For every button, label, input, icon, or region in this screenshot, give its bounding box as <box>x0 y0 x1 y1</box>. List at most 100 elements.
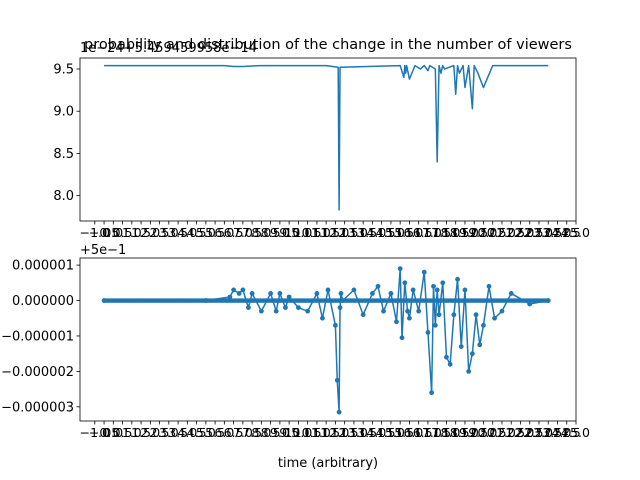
top-x-ticks: −1.0−0.50.00.51.01.52.02.53.03.54.04.55.… <box>80 221 590 240</box>
bottom-data-point <box>101 298 107 303</box>
bottom-x-tick-label: 17.0 <box>414 425 442 440</box>
bottom-x-tick-label: 12.0 <box>321 425 349 440</box>
bottom-x-tick-label: 14.0 <box>358 425 386 440</box>
top-plot-area <box>104 64 549 211</box>
bottom-x-tick-label: 20.5 <box>479 425 507 440</box>
bottom-data-point <box>227 294 233 300</box>
bottom-data-point <box>337 305 343 311</box>
top-x-tick-label: 15.5 <box>386 225 414 240</box>
bottom-data-point <box>444 354 449 360</box>
bottom-data-point <box>527 301 533 307</box>
bottom-data-point <box>440 280 446 286</box>
bottom-x-tick-label: 14.5 <box>368 425 396 440</box>
bottom-data-point <box>325 287 331 293</box>
bottom-data-point <box>258 308 264 314</box>
bottom-x-tick-label: 7.5 <box>242 425 262 440</box>
bottom-data-point <box>431 283 436 289</box>
bottom-data-point <box>231 287 237 293</box>
bottom-x-tick-label: 13.0 <box>340 425 368 440</box>
bottom-data-point <box>405 308 410 314</box>
top-x-tick-label: 2.5 <box>150 225 170 240</box>
bottom-x-tick-label: 6.0 <box>214 425 234 440</box>
bottom-x-tick-label: 21.0 <box>488 425 516 440</box>
bottom-data-point <box>410 287 416 293</box>
top-x-tick-label: 8.5 <box>261 225 281 240</box>
bottom-y-tick-label: −0.000001 <box>1 329 74 344</box>
top-x-tick-label: 24.0 <box>544 225 572 240</box>
bottom-x-tick-label: 2.0 <box>140 425 160 440</box>
bottom-data-point <box>338 291 344 296</box>
top-x-tick-label: 3.0 <box>159 225 179 240</box>
top-x-tick-label: 4.0 <box>177 225 197 240</box>
bottom-x-ticks: −1.0−0.50.00.51.01.52.02.53.03.54.04.55.… <box>80 421 590 440</box>
bottom-x-tick-label: 9.5 <box>279 425 299 440</box>
bottom-x-tick-label: 5.5 <box>205 425 225 440</box>
x-axis-label: time (arbitrary) <box>278 456 378 471</box>
top-x-tick-label: 22.0 <box>507 225 535 240</box>
top-offset-text: 1e−24+5.459459958e−14 <box>80 41 257 56</box>
bottom-x-tick-label: 11.5 <box>312 425 340 440</box>
bottom-data-point <box>434 287 440 293</box>
top-x-tick-label: 22.5 <box>516 225 544 240</box>
top-x-tick-label: 13.5 <box>349 225 377 240</box>
bottom-x-tick-label: 18.0 <box>433 425 461 440</box>
bottom-data-point <box>236 291 242 296</box>
bottom-data-point <box>360 312 366 318</box>
top-x-tick-label: 10.5 <box>294 225 322 240</box>
top-x-tick-label: −0.5 <box>89 225 119 240</box>
bottom-data-point <box>477 342 483 348</box>
bottom-data-point <box>305 308 311 314</box>
top-x-tick-label: 0.5 <box>113 225 133 240</box>
top-x-tick-label: 10.0 <box>284 225 312 240</box>
bottom-data-point <box>314 291 320 296</box>
bottom-x-tick-label: 3.5 <box>168 425 188 440</box>
top-x-tick-label: 6.0 <box>214 225 234 240</box>
bottom-x-tick-label: 10.5 <box>294 425 322 440</box>
chart-title: probability and distribution of the chan… <box>84 37 572 53</box>
bottom-data-point <box>333 322 338 328</box>
bottom-x-tick-label: 25.0 <box>562 425 590 440</box>
bottom-x-tick-label: 16.0 <box>396 425 424 440</box>
bottom-x-tick-label: 22.0 <box>507 425 535 440</box>
bottom-data-point <box>458 344 464 349</box>
top-x-tick-label: 23.5 <box>534 225 562 240</box>
bottom-data-point <box>462 287 468 293</box>
bottom-data-point <box>432 322 438 328</box>
bottom-data-point <box>394 319 399 325</box>
top-series-line <box>104 64 549 211</box>
bottom-data-point <box>351 287 357 293</box>
bottom-data-point <box>499 308 505 314</box>
bottom-data-point <box>286 294 292 300</box>
top-x-tick-label: 19.5 <box>460 225 488 240</box>
top-axes: 8.08.59.09.5 −1.0−0.50.00.51.01.52.02.53… <box>53 37 590 240</box>
bottom-x-tick-label: 19.5 <box>460 425 488 440</box>
bottom-x-tick-label: 18.5 <box>442 425 470 440</box>
bottom-data-point <box>473 312 479 318</box>
top-x-tick-label: 9.0 <box>270 225 290 240</box>
top-y-ticks: 8.0 8.5 9.0 9.5 <box>53 62 80 204</box>
bottom-data-point <box>283 305 288 311</box>
bottom-x-tick-label: 6.5 <box>224 425 244 440</box>
top-x-tick-label: 21.5 <box>497 225 525 240</box>
bottom-data-point <box>320 315 325 321</box>
bottom-data-point <box>277 291 283 296</box>
top-x-tick-label: 17.0 <box>414 225 442 240</box>
top-x-tick-label: 12.0 <box>321 225 349 240</box>
bottom-x-tick-label: −1.0 <box>80 425 110 440</box>
bottom-axes: −0.000003 −0.000002 −0.000001 0.000000 0.000… <box>1 243 590 471</box>
top-x-tick-label: 7.0 <box>233 225 253 240</box>
bottom-y-tick-label: −0.000003 <box>1 400 74 415</box>
bottom-y-tick-label: 0.000000 <box>12 294 74 309</box>
bottom-x-tick-label: 0.0 <box>103 425 123 440</box>
bottom-data-point <box>249 291 255 296</box>
bottom-data-point <box>425 330 431 335</box>
bottom-data-point <box>268 291 274 296</box>
bottom-data-point <box>492 315 497 321</box>
bottom-x-tick-label: 8.5 <box>261 425 281 440</box>
top-x-tick-label: 15.0 <box>377 225 405 240</box>
bottom-x-tick-label: 9.0 <box>270 425 290 440</box>
bottom-y-ticks: −0.000003 −0.000002 −0.000001 0.000000 0.000… <box>1 259 80 415</box>
bottom-data-point <box>381 308 386 314</box>
bottom-data-point <box>246 305 251 311</box>
